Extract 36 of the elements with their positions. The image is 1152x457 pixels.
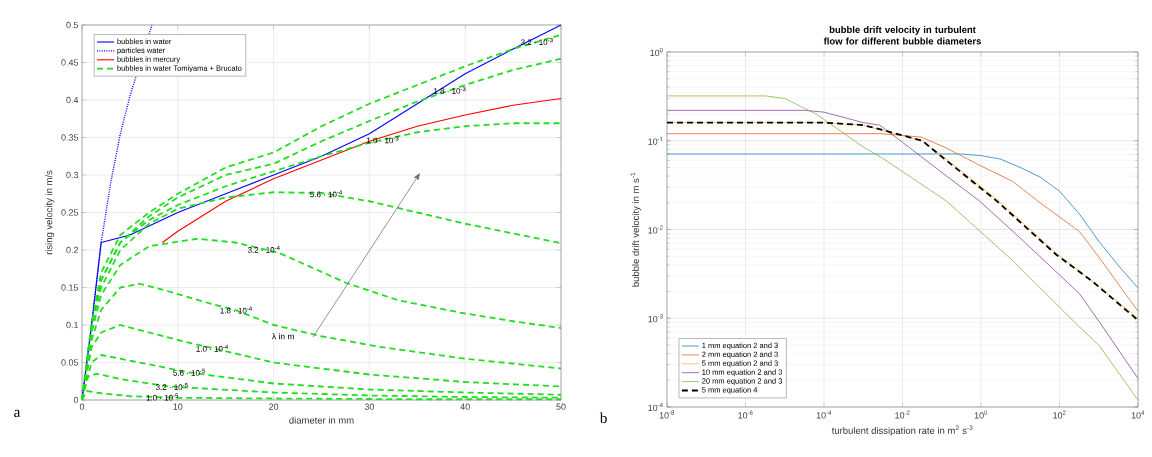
x-tick-label: 10$^{-8}$ <box>659 410 675 419</box>
x-tick-label: 30 <box>364 403 375 410</box>
y-tick-label: 0.35 <box>61 134 79 141</box>
y-tick-label: 0.2 <box>66 246 79 254</box>
y-tick-label: 10$^{-1}$ <box>648 136 663 145</box>
y-tick-label: 10$^{-2}$ <box>648 225 663 234</box>
y-tick-label: 0.4 <box>66 96 79 104</box>
x-axis-title: turbulent dissipation rate in m$^{2}$ s$^{-3}$ <box>831 425 973 436</box>
y-tick-label: 0.05 <box>61 359 79 366</box>
y-tick-label: 0.25 <box>61 209 79 216</box>
x-tick-label: 10$^{-6}$ <box>738 410 753 419</box>
y-tick-label: 10$^{-3}$ <box>648 314 663 323</box>
x-tick-label: 10$^{-2}$ <box>895 410 910 419</box>
y-tick-label: 0.15 <box>61 284 79 291</box>
x-tick-label: 10$^{4}$ <box>1131 410 1145 419</box>
x-tick-label: 20 <box>269 403 279 410</box>
y-axis-title: rising velocity in m/s <box>45 170 55 255</box>
y-tick-label: 10$^{0}$ <box>650 47 663 57</box>
y-tick-label: 0 <box>73 396 79 404</box>
y-axis-title: bubble drift velocity in m s$^{-1}$ <box>630 172 641 287</box>
y-tick-label: 0.3 <box>66 171 79 179</box>
text: a <box>14 409 21 418</box>
x-tick-label: 0 <box>79 403 85 410</box>
annotation: λ in m <box>271 333 294 340</box>
y-tick-label: 0.45 <box>61 59 79 66</box>
x-tick-label: 10$^{0}$ <box>974 410 988 419</box>
x-tick-label: 40 <box>460 403 470 410</box>
chart-title: bubble drift velocity in turbulent flow for different bubble diameters <box>823 26 981 45</box>
x-axis-title: diameter in mm <box>289 416 354 424</box>
x-tick-label: 50 <box>556 403 566 410</box>
x-tick-label: 10$^{-4}$ <box>816 410 832 419</box>
text: b <box>599 412 607 424</box>
x-tick-label: 10 <box>173 403 183 410</box>
x-tick-label: 10$^{2}$ <box>1053 410 1066 419</box>
y-tick-label: 0.5 <box>66 21 79 29</box>
y-tick-label: 0.1 <box>66 321 79 329</box>
